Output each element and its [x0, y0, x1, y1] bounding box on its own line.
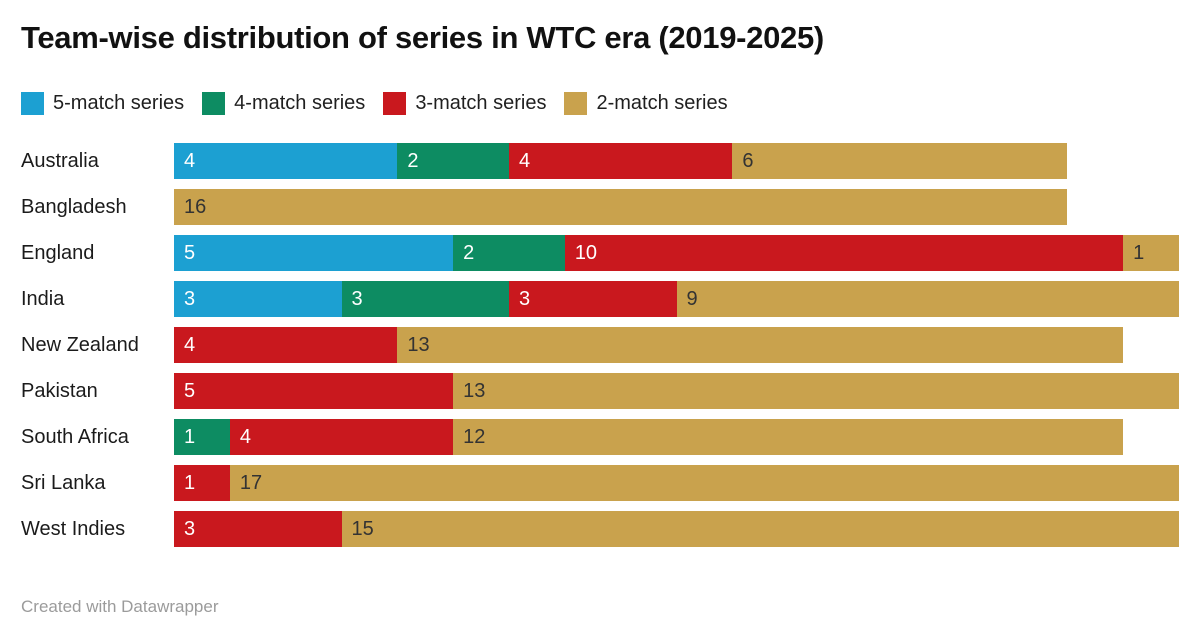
bar-segment-2-match[interactable]: 12: [453, 419, 1124, 455]
segment-value-label: 3: [184, 288, 196, 310]
chart-row: Bangladesh 16: [21, 189, 1179, 225]
bar-track: 5 13: [174, 373, 1179, 409]
legend: 5-match series 4-match series 3-match se…: [21, 92, 1179, 115]
bar-segment-2-match[interactable]: 13: [397, 327, 1124, 363]
bar-segment-3-match[interactable]: 4: [508, 143, 733, 179]
bar-track: 1 17: [174, 465, 1179, 501]
bar-track: 16: [174, 189, 1179, 225]
legend-item-5-match[interactable]: 5-match series: [21, 92, 184, 115]
segment-value-label: 17: [239, 472, 263, 494]
legend-label: 3-match series: [415, 92, 547, 114]
bar-track: 3 3 3 9: [174, 281, 1179, 317]
segment-value-label: 1: [184, 426, 196, 448]
legend-item-3-match[interactable]: 3-match series: [383, 92, 546, 115]
chart-row: South Africa 1 4 12: [21, 419, 1179, 455]
bar-segment-4-match[interactable]: 2: [397, 143, 509, 179]
segment-value-label: 3: [519, 288, 531, 310]
team-label: Bangladesh: [21, 195, 127, 218]
chart-row: West Indies 3 15: [21, 511, 1179, 547]
bar-segment-3-match[interactable]: 5: [174, 373, 454, 409]
segment-value-label: 13: [463, 380, 486, 402]
chart-row: Sri Lanka 1 17: [21, 465, 1179, 501]
segment-value-label: 3: [184, 518, 196, 540]
bar-segment-3-match[interactable]: 4: [174, 327, 398, 363]
segment-value-label: 4: [184, 334, 196, 356]
bar-track: 1 4 12: [174, 419, 1179, 455]
legend-swatch-icon: [564, 92, 588, 115]
segment-value-label: 5: [184, 242, 196, 264]
bar-segment-2-match[interactable]: 17: [229, 465, 1179, 501]
team-label: Sri Lanka: [21, 471, 106, 494]
bar-segment-3-match[interactable]: 10: [564, 235, 1124, 271]
bar-segment-2-match[interactable]: 15: [341, 511, 1179, 547]
chart-row: Pakistan 5 13: [21, 373, 1179, 409]
bar-segment-5-match[interactable]: 5: [174, 235, 454, 271]
team-label: West Indies: [21, 517, 126, 540]
legend-swatch-icon: [21, 92, 44, 115]
bar-track: 3 15: [174, 511, 1179, 547]
legend-label: 5-match series: [53, 92, 185, 114]
legend-label: 4-match series: [234, 92, 366, 114]
segment-value-label: 15: [351, 518, 374, 540]
bar-segment-3-match[interactable]: 3: [509, 281, 677, 317]
bar-segment-4-match[interactable]: 3: [341, 281, 509, 317]
segment-value-label: 5: [184, 380, 196, 402]
bar-segment-3-match[interactable]: 1: [174, 465, 230, 501]
segment-value-label: 12: [463, 426, 486, 448]
datawrapper-attribution: Created with Datawrapper: [21, 597, 219, 616]
segment-value-label: 10: [574, 242, 598, 264]
segment-value-label: 1: [1133, 242, 1145, 264]
segment-value-label: 4: [184, 150, 196, 172]
chart-title: Team-wise distribution of series in WTC …: [21, 20, 824, 55]
chart-row: Australia 4 2 4 6: [21, 143, 1179, 179]
bar-segment-2-match[interactable]: 16: [174, 189, 1068, 225]
bar-segment-2-match[interactable]: 9: [676, 281, 1179, 317]
bar-segment-2-match[interactable]: 1: [1123, 235, 1179, 271]
bar-track: 4 2 4 6: [174, 143, 1179, 179]
bar-segment-4-match[interactable]: 2: [453, 235, 565, 271]
legend-item-2-match[interactable]: 2-match series: [564, 92, 728, 115]
bar-segment-5-match[interactable]: 4: [174, 143, 398, 179]
segment-value-label: 13: [407, 334, 430, 356]
legend-swatch-icon: [202, 92, 226, 115]
segment-value-label: 16: [184, 196, 207, 218]
bar-segment-2-match[interactable]: 13: [453, 373, 1179, 409]
team-label: South Africa: [21, 425, 129, 448]
team-label: India: [21, 287, 65, 310]
segment-value-label: 3: [351, 288, 363, 310]
segment-value-label: 1: [184, 472, 196, 494]
segment-value-label: 2: [463, 242, 475, 264]
segment-value-label: 4: [239, 426, 251, 448]
bar-segment-2-match[interactable]: 6: [732, 143, 1068, 179]
segment-value-label: 2: [407, 150, 419, 172]
chart-row: England 5 2 10 1: [21, 235, 1179, 271]
segment-value-label: 6: [742, 150, 754, 172]
legend-item-4-match[interactable]: 4-match series: [202, 92, 365, 115]
team-label: New Zealand: [21, 333, 139, 356]
segment-value-label: 4: [518, 150, 531, 172]
legend-label: 2-match series: [596, 92, 728, 114]
bar-track: 5 2 10 1: [174, 235, 1179, 271]
bar-segment-5-match[interactable]: 3: [174, 281, 342, 317]
team-label: Pakistan: [21, 379, 98, 402]
team-label: Australia: [21, 149, 99, 172]
bar-segment-4-match[interactable]: 1: [174, 419, 230, 455]
legend-swatch-icon: [383, 92, 407, 115]
bar-track: 4 13: [174, 327, 1179, 363]
bar-segment-3-match[interactable]: 3: [174, 511, 342, 547]
segment-value-label: 9: [686, 288, 698, 310]
chart-row: New Zealand 4 13: [21, 327, 1179, 363]
chart-row: India 3 3 3 9: [21, 281, 1179, 317]
bar-segment-3-match[interactable]: 4: [229, 419, 454, 455]
bar-rows: Australia 4 2 4 6 Bangladesh 16 England 5 2 1…: [21, 143, 1179, 547]
team-label: England: [21, 241, 95, 264]
